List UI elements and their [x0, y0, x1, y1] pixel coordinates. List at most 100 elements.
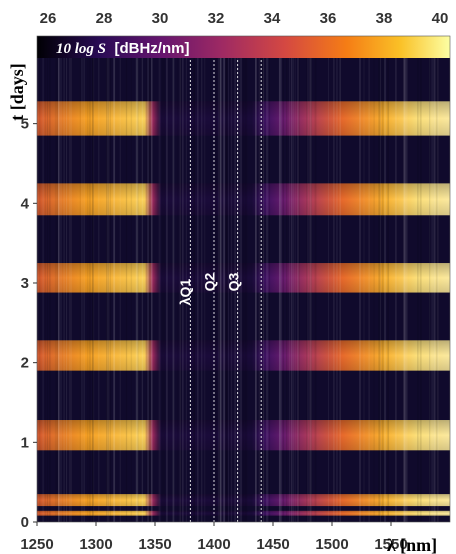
texture-streak	[215, 36, 218, 522]
texture-streak	[136, 36, 139, 522]
texture-streak	[225, 36, 228, 522]
texture-streak	[291, 36, 293, 522]
texture-streak	[197, 36, 199, 522]
texture-streak	[292, 36, 294, 522]
texture-streak	[336, 36, 338, 522]
texture-streak	[193, 36, 195, 522]
texture-streak	[166, 36, 168, 522]
texture-streak	[44, 36, 47, 522]
y-tick-label: 1	[21, 434, 29, 451]
texture-streak	[294, 36, 296, 522]
spectrum-band-shade-4	[37, 263, 450, 293]
texture-streak	[98, 36, 100, 522]
texture-streak	[179, 36, 182, 522]
texture-streak	[433, 36, 435, 522]
texture-streak	[266, 36, 267, 522]
x-tick-label: 1300	[79, 536, 112, 553]
texture-streak	[245, 36, 248, 522]
texture-streak	[79, 36, 81, 522]
texture-streak	[163, 36, 166, 522]
texture-streak	[223, 36, 226, 522]
texture-streak	[107, 36, 109, 522]
texture-streak	[173, 36, 175, 522]
top-axis-ticks: 26 28 30 32 34 36 38 40	[40, 10, 449, 27]
texture-streak	[262, 36, 265, 522]
texture-streak	[368, 36, 370, 522]
top-tick-label: 36	[320, 10, 337, 27]
texture-streak	[47, 36, 49, 522]
colorbar-label: 10 log S [dBHz/nm]	[56, 40, 189, 57]
top-tick-label: 28	[96, 10, 113, 27]
texture-streak	[308, 36, 310, 522]
texture-streak	[58, 36, 60, 522]
texture-streak	[130, 36, 133, 522]
texture-streak	[225, 36, 227, 522]
spectrum-band-shade-5	[37, 183, 450, 216]
texture-streak	[280, 36, 282, 522]
spectrum-band-shade-3	[37, 340, 450, 371]
texture-streak	[42, 36, 44, 522]
x-tick-label: 1250	[20, 536, 53, 553]
y-tick-label: 5	[21, 116, 29, 133]
texture-streak	[58, 36, 60, 522]
texture-streak	[262, 36, 265, 522]
texture-streak	[327, 36, 329, 522]
texture-streak	[185, 36, 187, 522]
texture-streak	[434, 36, 436, 522]
texture-streak	[56, 36, 58, 522]
texture-streak	[309, 36, 312, 522]
texture-streak	[229, 36, 231, 522]
top-tick-label: 30	[152, 10, 169, 27]
texture-streak	[226, 36, 229, 522]
texture-streak	[379, 36, 382, 522]
y-axis-ticks: 0 1 2 3 4 5	[21, 116, 37, 531]
texture-streak	[234, 36, 236, 522]
texture-streak	[109, 36, 111, 522]
texture-streak	[244, 36, 246, 522]
texture-streak	[161, 36, 163, 522]
marker-label-2: Q3	[225, 272, 241, 291]
texture-streak	[54, 36, 57, 522]
texture-streak	[151, 36, 153, 522]
x-tick-label: 1350	[138, 536, 171, 553]
x-tick-label: 1450	[256, 536, 289, 553]
texture-streak	[137, 36, 139, 522]
texture-streak	[268, 36, 271, 522]
x-axis-ticks: 1250 1300 1350 1400 1450 1500 1550	[20, 522, 408, 553]
texture-streak	[148, 36, 151, 522]
texture-streak	[239, 36, 242, 522]
x-tick-label: 1550	[374, 536, 407, 553]
texture-streak	[286, 36, 288, 522]
texture-streak	[158, 36, 161, 522]
texture-streak	[177, 36, 179, 522]
texture-streak	[119, 36, 122, 522]
texture-streak	[266, 36, 269, 522]
texture-streak	[125, 36, 128, 522]
texture-streak	[288, 36, 291, 522]
texture-streak	[63, 36, 65, 522]
texture-streak	[258, 36, 260, 522]
y-axis-title: t [days]	[7, 63, 27, 121]
texture-streak	[70, 36, 72, 522]
texture-streak	[429, 36, 431, 522]
texture-streak	[106, 36, 108, 522]
x-tick-label: 1400	[197, 536, 230, 553]
texture-streak	[66, 36, 68, 522]
texture-streak	[146, 36, 148, 522]
texture-streak	[417, 36, 419, 522]
texture-streak	[194, 36, 195, 522]
texture-streak	[89, 36, 92, 522]
top-tick-label: 38	[376, 10, 393, 27]
texture-streak	[387, 36, 390, 522]
texture-streak	[381, 36, 384, 522]
y-tick-label: 4	[21, 195, 30, 212]
texture-streak	[310, 36, 312, 522]
texture-streak	[141, 36, 144, 522]
texture-streak	[406, 36, 408, 522]
texture-streak	[359, 36, 361, 522]
spectrogram-plot-area: λQ1 Q2 Q3	[37, 36, 450, 522]
y-tick-label: 3	[21, 275, 29, 292]
top-tick-label: 34	[264, 10, 281, 27]
texture-streak	[172, 36, 174, 522]
texture-streak	[38, 36, 41, 522]
